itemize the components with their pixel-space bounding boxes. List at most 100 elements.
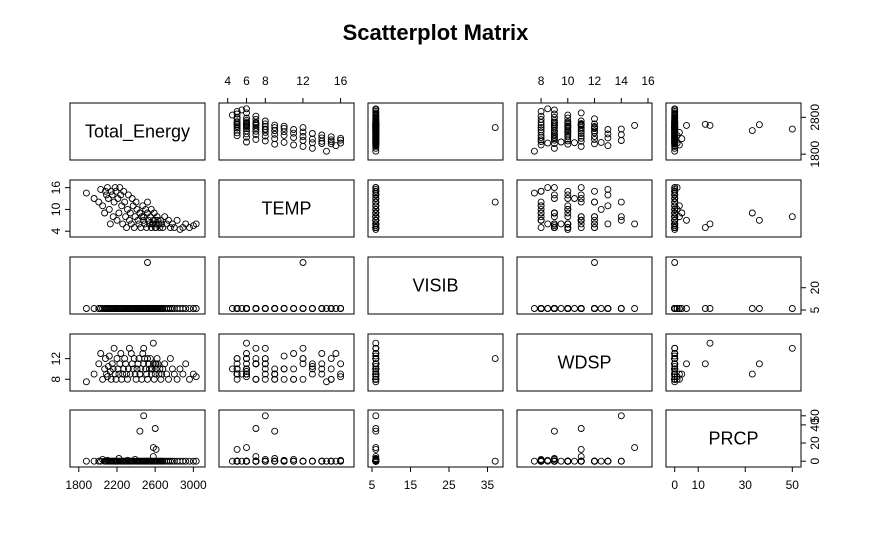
- variable-label-visib: VISIB: [412, 276, 458, 296]
- data-point: [337, 457, 345, 465]
- data-point: [127, 350, 135, 357]
- data-point: [189, 457, 197, 465]
- data-point: [755, 360, 763, 368]
- data-point: [564, 133, 572, 141]
- data-point: [372, 202, 380, 210]
- tick-label: 4: [224, 74, 231, 88]
- data-point: [550, 113, 558, 121]
- data-point: [140, 412, 148, 420]
- data-point: [372, 225, 380, 233]
- data-point: [147, 370, 155, 378]
- data-point: [103, 184, 111, 192]
- data-point: [327, 133, 335, 141]
- data-point: [243, 457, 250, 465]
- data-point: [110, 198, 118, 206]
- data-point: [577, 425, 585, 432]
- data-point: [124, 375, 131, 383]
- tick-label: 2600: [142, 478, 169, 492]
- data-point: [122, 360, 130, 368]
- data-point: [537, 128, 545, 136]
- data-point: [571, 139, 578, 147]
- data-point: [537, 136, 545, 144]
- panel-temp-vs-prcp: [665, 179, 802, 238]
- tick-label: 50: [808, 409, 822, 423]
- data-point: [252, 457, 260, 465]
- data-point: [577, 125, 585, 133]
- data-point: [671, 124, 679, 132]
- data-point: [332, 350, 340, 357]
- data-point: [112, 187, 120, 195]
- data-point: [115, 209, 123, 217]
- data-point: [138, 213, 146, 221]
- data-point: [233, 365, 241, 373]
- data-point: [491, 198, 499, 206]
- data-point: [252, 425, 260, 432]
- data-point: [308, 365, 316, 373]
- data-point: [591, 213, 598, 221]
- variable-label-prcp: PRCP: [708, 429, 758, 449]
- data-point: [537, 124, 545, 132]
- data-point: [82, 189, 90, 197]
- data-point: [673, 184, 681, 192]
- data-point: [372, 444, 380, 452]
- data-point: [671, 360, 679, 368]
- data-point: [318, 134, 326, 142]
- data-point: [136, 305, 144, 312]
- data-point: [271, 130, 279, 138]
- data-point: [577, 198, 585, 206]
- data-point: [128, 195, 136, 202]
- panel-prcp-vs-wdsp: [516, 409, 653, 468]
- data-point: [683, 360, 690, 368]
- data-point: [280, 131, 288, 139]
- data-point: [290, 365, 298, 373]
- chart-title: Scatterplot Matrix: [342, 20, 529, 45]
- data-point: [271, 455, 279, 462]
- data-point: [308, 305, 316, 312]
- data-point: [491, 355, 499, 363]
- data-point: [168, 305, 176, 312]
- data-point: [788, 305, 796, 312]
- data-point: [671, 205, 679, 213]
- data-point: [192, 220, 200, 228]
- panel-wdsp-vs-visib: [367, 333, 504, 392]
- data-point: [617, 137, 625, 144]
- tick-label: 2800: [808, 104, 822, 131]
- data-point: [564, 140, 572, 148]
- data-point: [299, 457, 307, 465]
- data-point: [597, 457, 605, 465]
- variable-label-temp: TEMP: [261, 199, 311, 219]
- data-point: [108, 360, 116, 368]
- data-point: [261, 365, 269, 373]
- data-point: [166, 355, 174, 363]
- data-point: [233, 355, 241, 363]
- data-point: [145, 220, 153, 228]
- data-point: [252, 121, 260, 129]
- data-point: [671, 352, 679, 360]
- data-point: [671, 209, 679, 217]
- data-point: [701, 360, 709, 368]
- data-point: [252, 344, 260, 352]
- data-point: [243, 350, 250, 357]
- data-point: [280, 375, 288, 383]
- tick-label: 16: [49, 181, 63, 195]
- data-point: [140, 213, 148, 221]
- variable-label-wdsp: WDSP: [558, 353, 612, 373]
- data-point: [372, 105, 380, 113]
- tick-label: 25: [442, 478, 456, 492]
- data-point: [116, 360, 124, 368]
- data-point: [537, 107, 545, 115]
- data-point: [675, 213, 683, 221]
- data-point: [671, 198, 679, 206]
- data-point: [243, 444, 250, 452]
- data-point: [337, 305, 345, 312]
- data-point: [159, 224, 167, 232]
- data-point: [577, 213, 585, 221]
- data-point: [544, 105, 552, 113]
- data-point: [372, 205, 380, 213]
- data-point: [617, 198, 625, 206]
- data-point: [604, 457, 612, 465]
- data-point: [233, 132, 241, 140]
- data-point: [143, 370, 151, 378]
- data-point: [748, 305, 756, 312]
- data-point: [299, 375, 307, 383]
